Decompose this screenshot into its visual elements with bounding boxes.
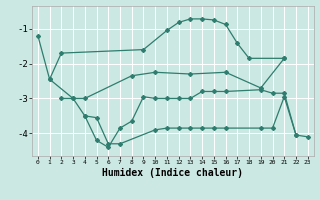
X-axis label: Humidex (Indice chaleur): Humidex (Indice chaleur) [102,168,243,178]
